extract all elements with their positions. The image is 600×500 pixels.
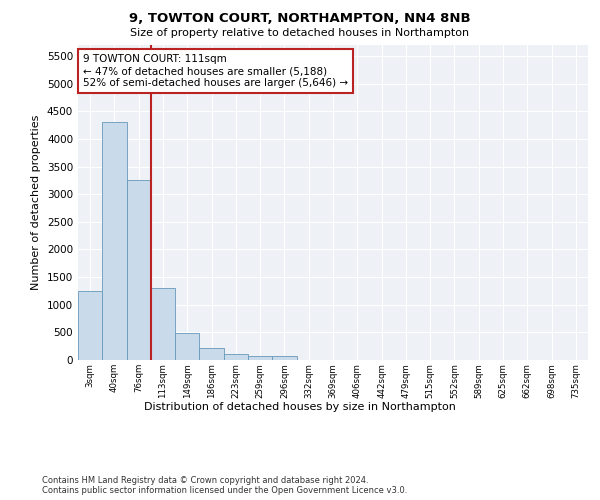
Text: Distribution of detached houses by size in Northampton: Distribution of detached houses by size … — [144, 402, 456, 412]
Bar — [102, 122, 127, 360]
Bar — [151, 288, 175, 360]
Y-axis label: Number of detached properties: Number of detached properties — [31, 115, 41, 290]
Bar — [248, 356, 272, 360]
Text: 9, TOWTON COURT, NORTHAMPTON, NN4 8NB: 9, TOWTON COURT, NORTHAMPTON, NN4 8NB — [129, 12, 471, 26]
Bar — [224, 354, 248, 360]
Text: Size of property relative to detached houses in Northampton: Size of property relative to detached ho… — [130, 28, 470, 38]
Text: Contains HM Land Registry data © Crown copyright and database right 2024.
Contai: Contains HM Land Registry data © Crown c… — [42, 476, 407, 495]
Text: 9 TOWTON COURT: 111sqm
← 47% of detached houses are smaller (5,188)
52% of semi-: 9 TOWTON COURT: 111sqm ← 47% of detached… — [83, 54, 348, 88]
Bar — [272, 356, 296, 360]
Bar — [78, 291, 102, 360]
Bar — [175, 334, 199, 360]
Bar — [127, 180, 151, 360]
Bar — [199, 348, 224, 360]
